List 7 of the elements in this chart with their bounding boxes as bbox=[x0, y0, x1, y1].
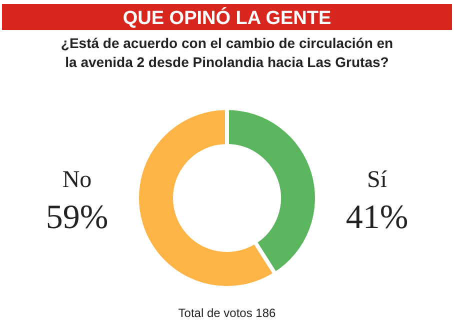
data-label: 41% bbox=[346, 199, 408, 236]
data-label: 59% bbox=[46, 199, 108, 236]
text: Total de votos 186 bbox=[178, 306, 276, 320]
chart-subtitle: ¿Está de acuerdo con el cambio de circulación en la avenida 2 desde Pinolandia hacia Las Grutas? bbox=[60, 35, 394, 70]
slice-label: No bbox=[62, 167, 92, 193]
slice-label: Sí bbox=[366, 167, 388, 193]
chart-title: QUE OPINÓ LA GENTE bbox=[122, 7, 332, 29]
